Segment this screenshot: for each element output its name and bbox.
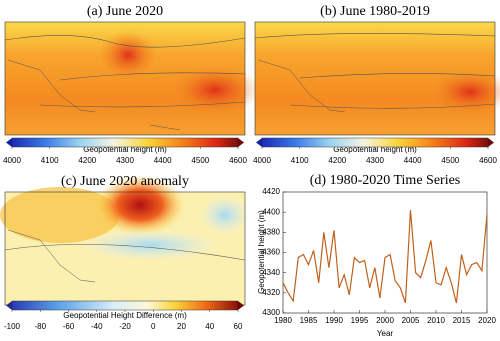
map-c [0, 175, 250, 305]
x-tick-label: 2020 [478, 316, 496, 325]
x-tick-label: 2005 [402, 316, 420, 325]
x-tick-label: 2000 [376, 316, 394, 325]
y-tick-label: 4420 [262, 187, 280, 196]
x-tick-label: 1985 [300, 316, 318, 325]
panel-title: (a) June 2020 [87, 4, 163, 19]
x-tick-label: 1995 [351, 316, 369, 325]
colorbar-arrow [238, 301, 244, 310]
colorbar-tick-label: 4500 [441, 156, 459, 165]
colorbar-tick-label: 4100 [41, 156, 59, 165]
map-b [254, 22, 500, 135]
colorbar-tick-label: 4000 [3, 156, 21, 165]
colorbar-arrow [6, 301, 12, 310]
colorbar-tick-label: 0 [151, 322, 156, 331]
y-tick-label: 4300 [262, 308, 280, 317]
x-axis-label: Year [377, 329, 394, 338]
colorbar-tick-label: -60 [63, 322, 75, 331]
colorbar-tick-label: -40 [91, 322, 103, 331]
panel-title: (c) June 2020 anomaly [61, 174, 189, 189]
colorbar-tick-label: 4100 [291, 156, 309, 165]
colorbar-tick-label: 4200 [328, 156, 346, 165]
y-tick-label: 4360 [262, 248, 280, 257]
colorbar-tick-label: 20 [177, 322, 186, 331]
colorbar-tick-label: 4600 [229, 156, 247, 165]
colorbar [11, 300, 239, 311]
colorbar-tick-label: -100 [4, 322, 21, 331]
chart-title: (d) 1980-2020 Time Series [310, 173, 461, 188]
y-axis-label: Geopotential height (m) [257, 210, 266, 294]
colorbar-tick-label: 4000 [253, 156, 271, 165]
colorbar-tick-label: -80 [34, 322, 46, 331]
x-tick-label: 1980 [274, 316, 292, 325]
y-tick-label: 4340 [262, 268, 280, 277]
y-tick-label: 4320 [262, 288, 280, 297]
panel-title: (b) June 1980-2019 [320, 4, 430, 19]
colorbar-label: Geopotential height (m) [333, 145, 417, 154]
x-tick-label: 1990 [325, 316, 343, 325]
colorbar-arrow [256, 138, 262, 147]
colorbar-label: Geopotential height (m) [83, 145, 167, 154]
colorbar-arrow [488, 138, 494, 147]
y-tick-label: 4380 [262, 227, 280, 236]
colorbar-arrow [6, 138, 12, 147]
line [282, 210, 488, 304]
colorbar-arrow [238, 138, 244, 147]
colorbar-tick-label: 40 [205, 322, 214, 331]
colorbar [261, 137, 489, 148]
map-a [4, 22, 260, 135]
colorbar-tick-label: 4600 [479, 156, 497, 165]
colorbar-tick-label: 4300 [366, 156, 384, 165]
colorbar-tick-label: 4300 [116, 156, 134, 165]
colorbar-tick-label: 4400 [404, 156, 422, 165]
colorbar-tick-label: 4500 [191, 156, 209, 165]
x-tick-label: 2010 [427, 316, 445, 325]
x-tick-label: 2015 [453, 316, 471, 325]
colorbar-tick-label: 60 [234, 322, 243, 331]
y-tick-label: 4400 [262, 207, 280, 216]
colorbar [11, 137, 239, 148]
colorbar-label: Geopotential Height Difference (m) [63, 311, 187, 320]
colorbar-tick-label: 4200 [78, 156, 96, 165]
colorbar-tick-label: 4400 [154, 156, 172, 165]
colorbar-tick-label: -20 [119, 322, 131, 331]
